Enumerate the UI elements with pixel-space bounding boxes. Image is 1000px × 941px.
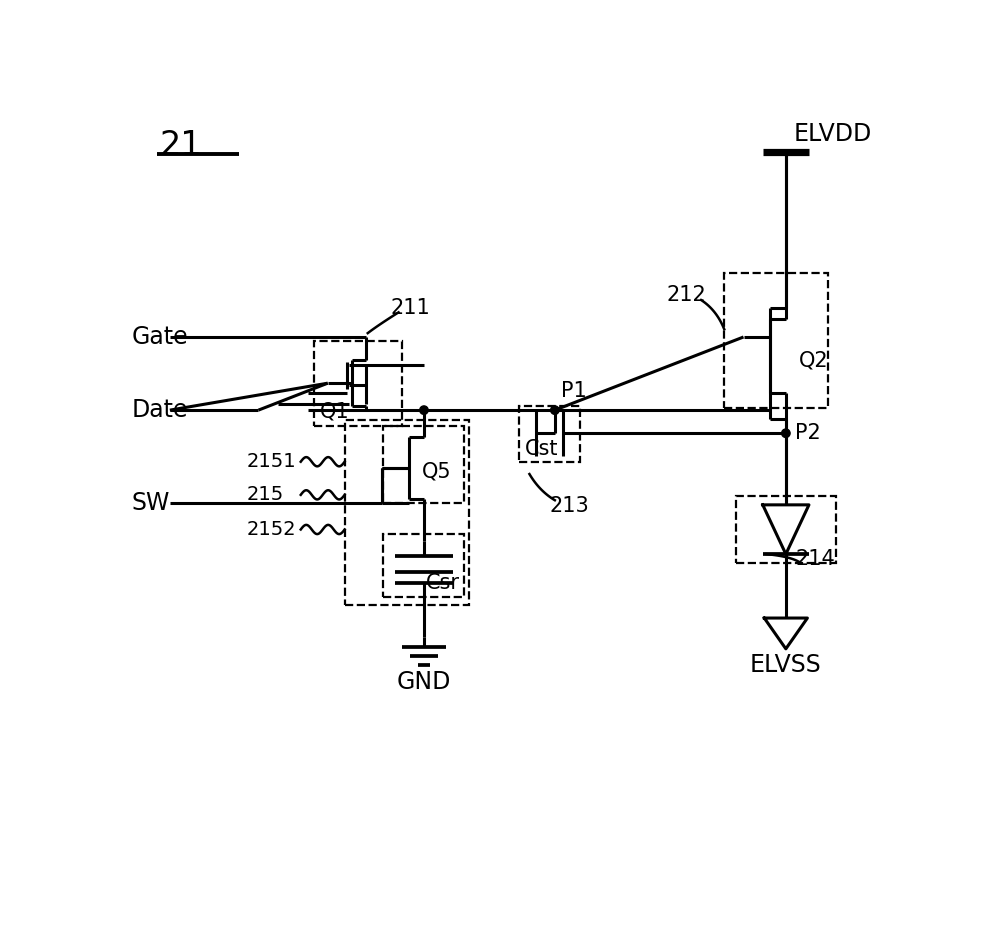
Text: P1: P1 [561,381,587,401]
Text: 212: 212 [666,284,706,305]
Text: SW: SW [131,490,170,515]
Text: P2: P2 [795,423,821,443]
Text: Date: Date [131,398,188,423]
Circle shape [551,406,559,414]
Bar [383,534,464,598]
Bar [345,420,469,605]
Text: Csr: Csr [426,573,460,593]
Text: 2152: 2152 [247,520,296,539]
Bar [736,496,836,564]
Text: 214: 214 [796,549,836,568]
Text: GND: GND [397,670,451,694]
Bar [519,407,580,462]
Circle shape [782,429,790,438]
Text: Cst: Cst [525,439,558,458]
Bar [314,341,402,425]
Text: Q1: Q1 [320,402,350,422]
Bar [383,425,464,502]
Text: 211: 211 [391,297,431,318]
Text: 2151: 2151 [247,453,296,471]
Text: 213: 213 [549,497,589,517]
Text: Gate: Gate [131,325,188,349]
Text: 215: 215 [247,486,284,504]
Text: 21: 21 [160,129,202,162]
Bar [724,273,828,407]
Text: Q5: Q5 [422,462,451,482]
Circle shape [420,406,428,414]
Text: ELVSS: ELVSS [750,653,822,677]
Text: Q2: Q2 [799,350,829,370]
Text: ELVDD: ELVDD [794,122,872,146]
